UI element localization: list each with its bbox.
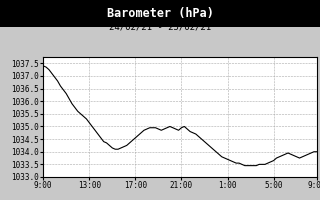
Text: 24/02/21 - 25/02/21: 24/02/21 - 25/02/21 bbox=[109, 22, 211, 31]
Text: Barometer (hPa): Barometer (hPa) bbox=[107, 7, 213, 20]
